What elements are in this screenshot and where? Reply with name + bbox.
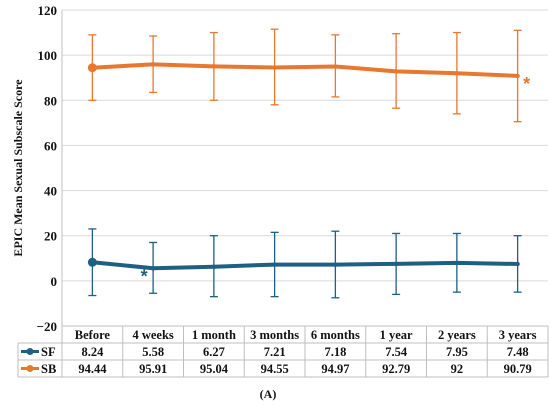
table-value: 6.27: [203, 345, 225, 359]
category-label: 1 year: [380, 328, 413, 342]
data-point: [87, 257, 97, 267]
data-point: [333, 64, 338, 69]
data-point: [272, 65, 277, 70]
y-tick-label: 80: [44, 93, 57, 108]
data-point: [211, 64, 217, 69]
y-tick-labels: −20 0 20 40 60 80 100 120: [37, 3, 57, 334]
category-label: 4 weeks: [132, 328, 173, 342]
table-value: 8.24: [81, 345, 104, 359]
data-point: [515, 261, 520, 267]
data-point: [150, 266, 156, 271]
table-value: 92.79: [382, 362, 410, 376]
table-value: 94.97: [321, 362, 349, 376]
table-value: 94.44: [78, 362, 107, 376]
y-axis-label: EPIC Mean Sexual Subscale Score: [11, 79, 25, 257]
data-point: [150, 62, 156, 67]
y-tick-label: 120: [38, 3, 58, 18]
table-value: 7.21: [264, 345, 286, 359]
series-group: **: [87, 28, 530, 299]
legend-swatch-marker: [26, 365, 34, 372]
panel-label: (A): [260, 387, 277, 401]
data-table: Before 4 weeks 1 month 3 months 6 months 1 ye…: [17, 325, 549, 378]
category-label: Before: [75, 328, 111, 342]
y-tick-label: 0: [51, 274, 58, 289]
data-point: [454, 260, 460, 266]
category-label: 6 months: [311, 328, 360, 342]
series-sf: *: [87, 228, 522, 299]
y-tick-label: −20: [37, 319, 57, 334]
table-value: 95.91: [139, 362, 167, 376]
significance-marker: *: [523, 74, 530, 94]
y-tick-label: 20: [44, 229, 57, 244]
category-label: 3 months: [250, 328, 299, 342]
table-value: 90.79: [504, 362, 532, 376]
data-point: [515, 73, 520, 79]
legend-label: SF: [41, 345, 56, 359]
table-value: 92: [451, 362, 464, 376]
category-label: 3 years: [499, 328, 537, 342]
data-point: [272, 262, 277, 267]
significance-marker: *: [141, 266, 148, 286]
table-value: 7.48: [507, 345, 529, 359]
category-label: 1 month: [192, 328, 236, 342]
gridlines: [61, 9, 548, 327]
table-value: 7.54: [385, 345, 408, 359]
table-value: 5.58: [142, 345, 164, 359]
series-sb: *: [87, 28, 530, 123]
legend-label: SB: [41, 362, 56, 376]
data-point: [393, 261, 399, 267]
y-tick-label: 40: [44, 184, 57, 199]
table-value: 95.04: [200, 362, 229, 376]
legend-sb: SB: [21, 362, 56, 376]
legend-sf: SF: [21, 345, 56, 359]
data-point: [211, 264, 217, 269]
data-point: [454, 71, 460, 76]
data-point: [393, 69, 399, 74]
y-tick-label: 100: [38, 48, 58, 63]
legend-swatch-marker: [26, 348, 34, 355]
series-line: [92, 62, 518, 78]
data-point: [333, 262, 338, 267]
data-point: [87, 63, 97, 73]
table-value: 7.18: [324, 345, 346, 359]
category-label: 2 years: [438, 328, 476, 342]
series-line: [92, 260, 518, 271]
y-tick-label: 60: [44, 138, 57, 153]
table-value: 94.55: [261, 362, 289, 376]
table-value: 7.95: [446, 345, 468, 359]
